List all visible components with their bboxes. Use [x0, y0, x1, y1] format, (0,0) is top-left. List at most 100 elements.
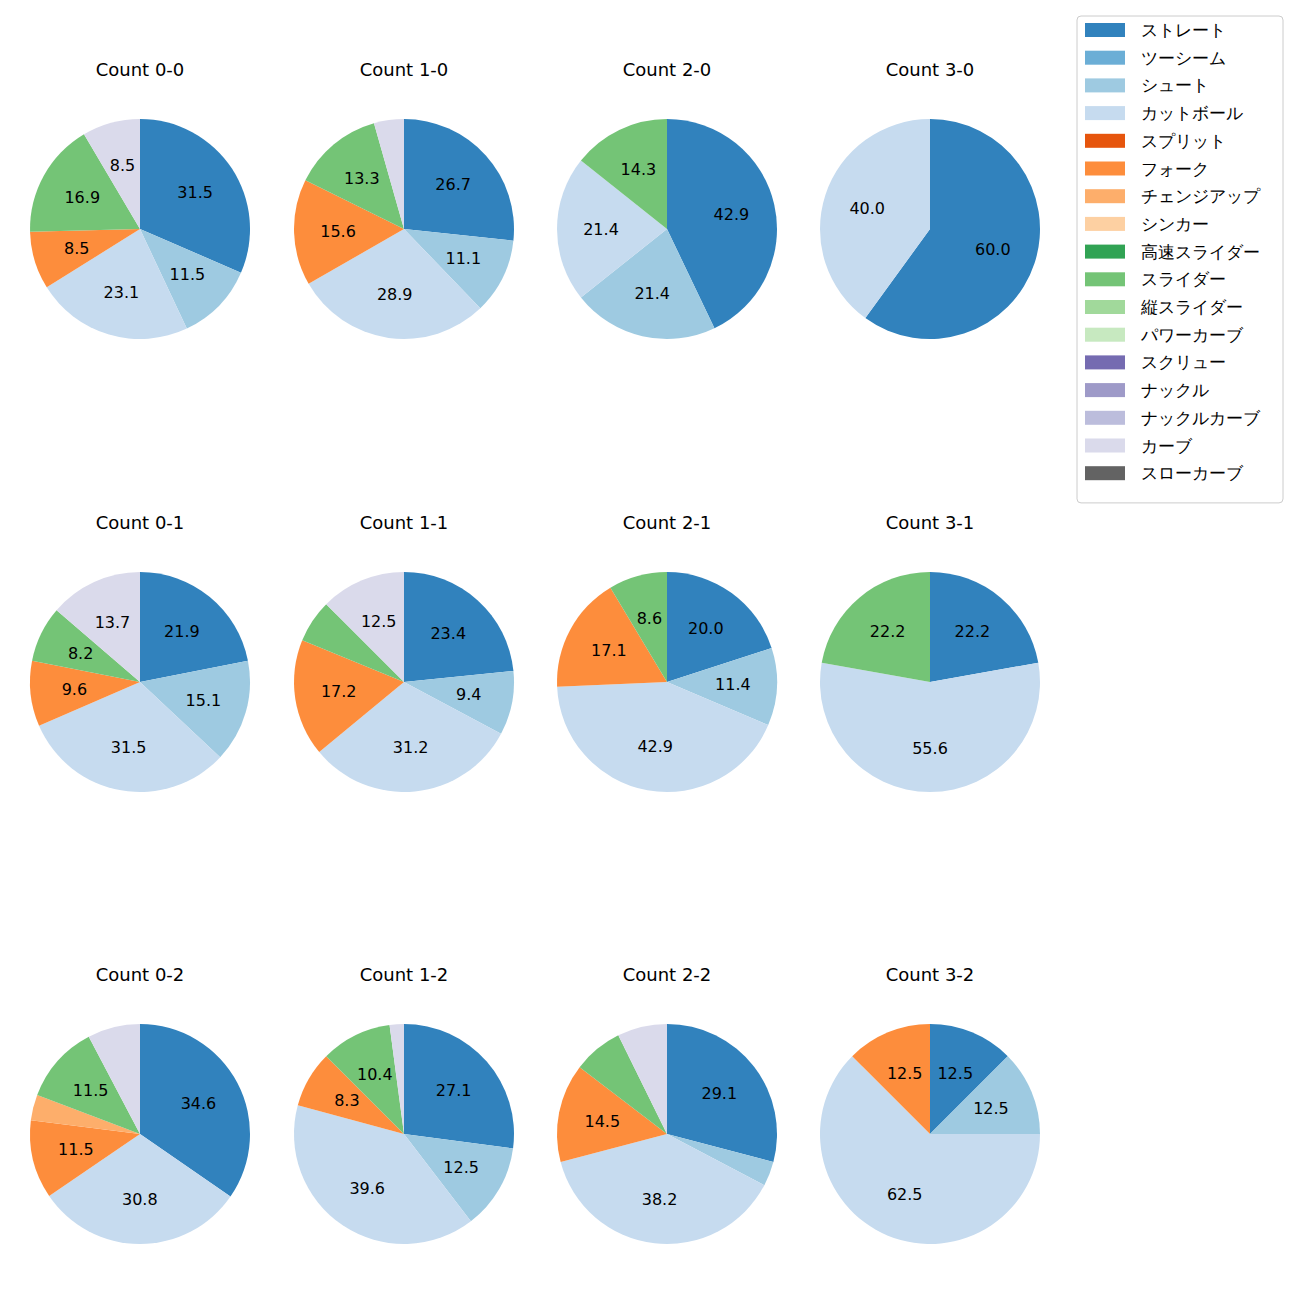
data-label: 8.3	[334, 1091, 359, 1110]
pie-slice	[404, 1024, 514, 1148]
data-label: 12.5	[937, 1064, 973, 1083]
legend-swatch	[1085, 245, 1125, 259]
chart-title: Count 3-2	[886, 964, 975, 985]
data-label: 17.2	[321, 682, 357, 701]
pie-slice	[557, 682, 768, 792]
pie-slice	[852, 1024, 930, 1134]
legend-label: チェンジアップ	[1141, 186, 1261, 206]
chart-title: Count 3-0	[886, 59, 975, 80]
pie-chart: Count 3-212.512.562.512.5	[820, 964, 1040, 1245]
chart-title: Count 0-2	[96, 964, 185, 985]
data-label: 55.6	[912, 739, 948, 758]
legend-swatch	[1085, 217, 1125, 231]
pie-slice	[47, 229, 187, 339]
data-label: 27.1	[436, 1081, 472, 1100]
data-label: 8.2	[68, 644, 93, 663]
data-label: 13.3	[344, 169, 380, 188]
data-label: 23.4	[430, 624, 466, 643]
legend-swatch	[1085, 272, 1125, 286]
pie-chart: Count 3-060.040.0	[820, 59, 1040, 339]
legend-label: スクリュー	[1141, 352, 1226, 372]
data-label: 12.5	[443, 1158, 479, 1177]
chart-title: Count 1-2	[360, 964, 449, 985]
legend-label: シンカー	[1141, 214, 1209, 234]
legend-label: スプリット	[1141, 131, 1226, 151]
legend-label: ストレート	[1141, 20, 1226, 40]
data-label: 28.9	[377, 285, 413, 304]
data-label: 21.4	[634, 284, 670, 303]
legend-label: フォーク	[1141, 159, 1209, 179]
pie-slice	[610, 572, 667, 682]
pie-chart: Count 0-234.630.811.511.5	[30, 964, 250, 1245]
data-label: 42.9	[637, 737, 673, 756]
data-label: 22.2	[955, 622, 991, 641]
pie-slice	[89, 1024, 140, 1134]
chart-title: Count 3-1	[886, 512, 975, 533]
pie-slice	[404, 119, 514, 241]
data-label: 8.5	[110, 156, 135, 175]
data-label: 11.5	[58, 1140, 94, 1159]
legend-label: スライダー	[1141, 269, 1226, 289]
pie-slice	[820, 119, 930, 318]
data-label: 22.2	[870, 622, 906, 641]
legend-swatch	[1085, 162, 1125, 176]
pie-chart: Count 1-026.711.128.915.613.3	[294, 59, 514, 339]
data-label: 31.5	[177, 183, 213, 202]
data-label: 42.9	[714, 205, 750, 224]
chart-title: Count 2-1	[623, 512, 712, 533]
data-label: 8.6	[637, 609, 662, 628]
legend-swatch	[1085, 300, 1125, 314]
pie-chart: Count 0-121.915.131.59.68.213.7	[30, 512, 250, 792]
legend-label: ツーシーム	[1141, 48, 1226, 68]
legend-swatch	[1085, 411, 1125, 425]
pie-slice	[326, 572, 404, 682]
data-label: 20.0	[688, 619, 724, 638]
pie-chart: Count 2-120.011.442.917.18.6	[557, 512, 777, 792]
data-label: 39.6	[349, 1179, 385, 1198]
legend-swatch	[1085, 439, 1125, 453]
legend-label: カットボール	[1141, 103, 1243, 123]
data-label: 11.5	[170, 265, 206, 284]
legend-label: ナックルカーブ	[1141, 408, 1261, 428]
pie-slice	[822, 572, 930, 682]
data-label: 21.4	[583, 220, 619, 239]
legend-swatch	[1085, 383, 1125, 397]
data-label: 31.5	[111, 738, 147, 757]
chart-title: Count 0-1	[96, 512, 185, 533]
pie-slice	[30, 229, 140, 287]
pie-slice	[618, 1024, 667, 1134]
pie-chart: Count 1-2 27.1 12.5 39.6 8.3 10.4	[294, 964, 514, 1245]
legend-swatch	[1085, 355, 1125, 369]
legend-label: 縦スライダー	[1140, 297, 1243, 317]
legend-swatch	[1085, 328, 1125, 342]
legend-swatch	[1085, 23, 1125, 37]
legend-label: パワーカーブ	[1140, 325, 1244, 345]
data-label: 15.6	[320, 222, 356, 241]
data-label: 12.5	[973, 1099, 1009, 1118]
data-label: 11.1	[445, 249, 481, 268]
figure: Count 0-031.511.523.18.516.98.5Count 1-0…	[0, 0, 1300, 1300]
data-label: 38.2	[642, 1190, 678, 1209]
pie-slice	[57, 572, 140, 682]
pie-slice	[49, 1134, 230, 1244]
pie-slice	[930, 572, 1038, 682]
data-label: 11.4	[715, 675, 751, 694]
legend-swatch	[1085, 189, 1125, 203]
legend-label: スローカーブ	[1141, 463, 1244, 483]
chart-title: Count 0-0	[96, 59, 185, 80]
legend-swatch	[1085, 78, 1125, 92]
pie-slice	[319, 682, 501, 792]
pie-chart: Count 3-1 22.2 55.6 22.2	[820, 512, 1040, 793]
data-label: 31.2	[393, 738, 429, 757]
data-label: 15.1	[186, 691, 222, 710]
legend: ストレートツーシームシュートカットボールスプリットフォークチェンジアップシンカー…	[1077, 16, 1283, 503]
legend-label: シュート	[1141, 75, 1209, 95]
data-label: 8.5	[64, 239, 89, 258]
data-label: 60.0	[975, 240, 1011, 259]
pie-chart: Count 2-042.921.421.414.3	[557, 59, 777, 339]
data-label: 29.1	[701, 1084, 737, 1103]
data-label: 16.9	[64, 188, 100, 207]
data-label: 10.4	[357, 1065, 393, 1084]
data-label: 12.5	[887, 1064, 923, 1083]
data-label: 13.7	[95, 613, 131, 632]
